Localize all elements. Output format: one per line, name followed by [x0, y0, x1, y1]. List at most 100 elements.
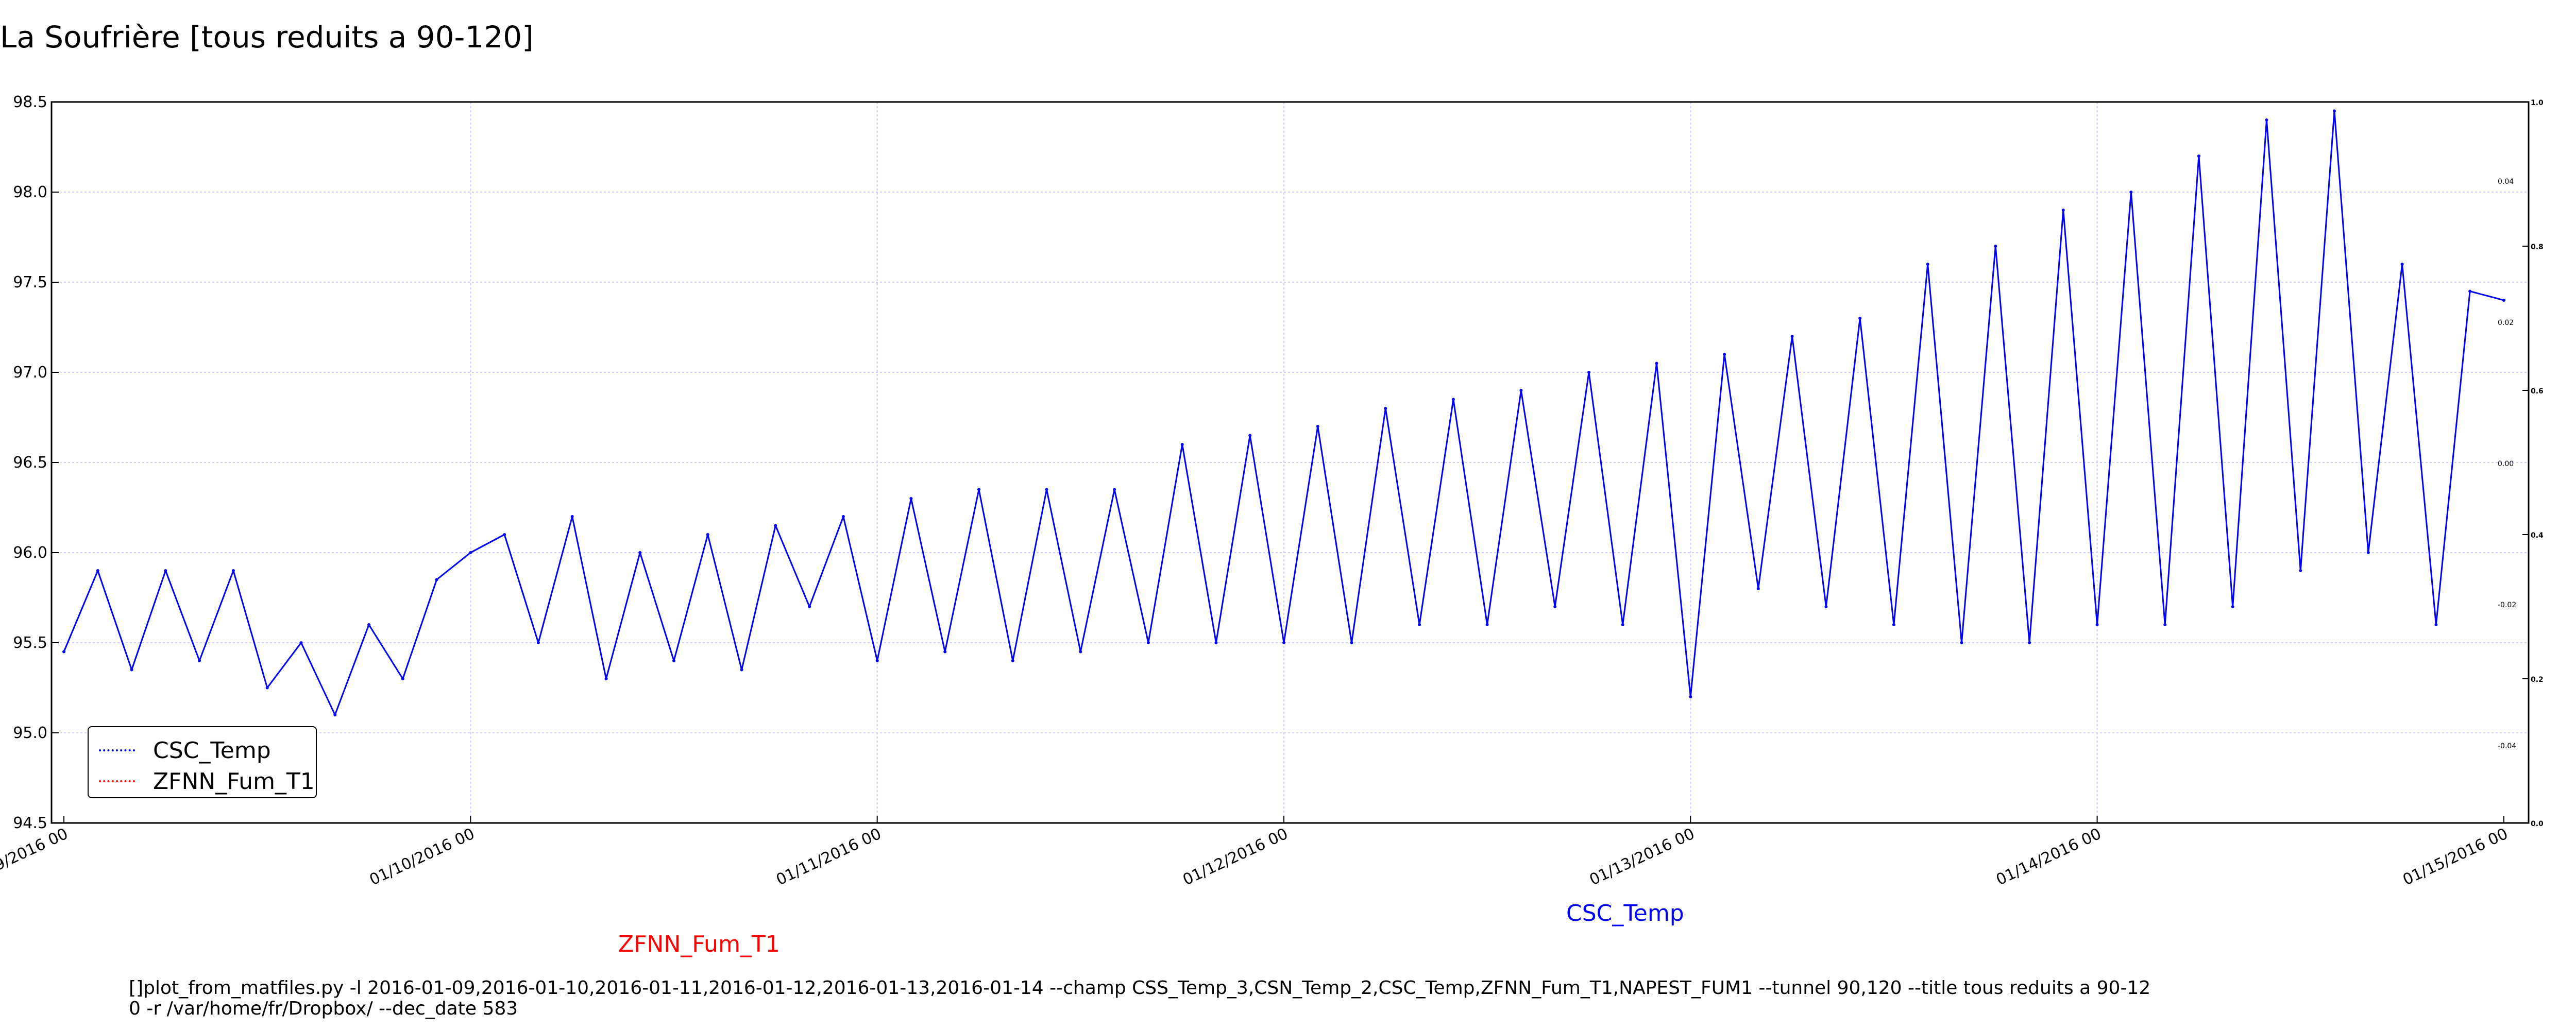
- series-csc-temp: [62, 109, 2505, 716]
- legend: CSC_Temp ZFNN_Fum_T1: [88, 726, 317, 798]
- legend-item-zfnn-fum-t1: ZFNN_Fum_T1: [99, 766, 315, 797]
- data-point: [1248, 434, 1252, 437]
- data-point: [1011, 659, 1014, 662]
- data-point: [299, 641, 303, 644]
- field-label-zfnn: ZFNN_Fum_T1: [618, 931, 780, 957]
- data-point: [672, 659, 675, 662]
- right-inner-tick-label: 0.02: [2498, 319, 2514, 327]
- data-point: [977, 488, 980, 491]
- data-point: [536, 641, 540, 644]
- x-tick-label: 01/10/2016 00: [367, 825, 478, 889]
- data-point: [2468, 289, 2472, 293]
- x-tick-label: 01/09/2016 00: [0, 825, 71, 889]
- data-point: [1282, 641, 1285, 644]
- data-point: [1892, 623, 1895, 626]
- y-tick-label: 97.0: [13, 364, 47, 382]
- data-point: [2129, 191, 2133, 194]
- data-point: [2333, 109, 2336, 113]
- data-point: [1858, 317, 1862, 320]
- right-tick-label: 1.0: [2531, 99, 2544, 107]
- data-point: [2366, 551, 2370, 554]
- right-inner-tick-label: -0.02: [2498, 601, 2516, 609]
- data-point: [774, 524, 777, 527]
- data-point: [1723, 353, 1726, 356]
- data-point: [1214, 641, 1218, 644]
- data-point: [333, 713, 337, 716]
- data-point: [1960, 641, 1963, 644]
- data-point: [638, 551, 642, 554]
- right-tick-label: 0.0: [2531, 820, 2544, 828]
- right-inner-tick-label: -0.04: [2498, 742, 2516, 750]
- data-point: [1045, 488, 1048, 491]
- y-tick-label: 95.5: [13, 634, 47, 652]
- x-axis: 01/09/2016 00 01/10/2016 00 01/11/2016 00 0…: [0, 816, 2511, 889]
- y-tick-label: 98.0: [13, 183, 47, 201]
- data-point: [435, 578, 438, 581]
- field-label-csc: CSC_Temp: [1566, 900, 1684, 926]
- data-point: [1485, 623, 1489, 626]
- data-point: [1790, 335, 1794, 338]
- data-point: [1316, 425, 1319, 428]
- data-point: [1384, 407, 1387, 410]
- data-point: [130, 668, 133, 672]
- y-tick-label: 96.0: [13, 544, 47, 562]
- legend-label: CSC_Temp: [153, 737, 271, 764]
- right-axis: 0.0 0.2 0.4 0.6 0.8 1.0 -0.04 -0.02 0.00 0.02 0.04: [2498, 99, 2544, 828]
- data-point: [2095, 623, 2099, 626]
- data-point: [2028, 641, 2031, 644]
- data-point: [1689, 695, 1692, 698]
- x-tick-label: 01/14/2016 00: [1993, 825, 2104, 889]
- data-point: [808, 605, 811, 608]
- data-point: [943, 650, 947, 654]
- data-point: [469, 551, 472, 554]
- y-tick-label: 98.5: [13, 93, 47, 111]
- data-point: [1350, 641, 1353, 644]
- data-point: [198, 659, 201, 662]
- data-point: [1824, 605, 1828, 608]
- data-point: [2231, 605, 2234, 608]
- data-point: [1587, 371, 1590, 374]
- command-line-2: 0 -r /var/home/fr/Dropbox/ --dec_date 58…: [129, 998, 518, 1019]
- y-tick-label: 94.5: [13, 814, 47, 832]
- y-tick-label: 95.0: [13, 724, 47, 742]
- y-tick-label: 96.5: [13, 454, 47, 472]
- data-point: [265, 686, 269, 690]
- data-point: [2434, 623, 2438, 626]
- right-inner-tick-label: 0.00: [2498, 460, 2514, 468]
- data-point: [604, 677, 608, 680]
- data-point: [231, 569, 235, 572]
- legend-swatch-red: [99, 780, 135, 782]
- grid-lines: [52, 102, 2529, 823]
- data-point: [2061, 209, 2065, 212]
- right-tick-label: 0.4: [2531, 531, 2544, 540]
- data-point: [401, 677, 404, 680]
- y-tick-label: 97.5: [13, 273, 47, 291]
- right-tick-label: 0.6: [2531, 387, 2544, 396]
- data-point: [1079, 650, 1082, 654]
- data-point: [1553, 605, 1557, 608]
- data-point: [503, 533, 506, 536]
- data-point: [1756, 587, 1760, 590]
- data-point: [62, 650, 65, 654]
- data-point: [164, 569, 167, 572]
- right-tick-label: 0.2: [2531, 676, 2544, 684]
- data-point: [570, 515, 574, 518]
- series-layer: [62, 109, 2505, 716]
- legend-item-csc-temp: CSC_Temp: [99, 735, 271, 766]
- data-point: [2265, 118, 2268, 122]
- data-point: [1519, 389, 1523, 392]
- data-point: [909, 497, 913, 500]
- data-point: [1113, 488, 1116, 491]
- data-point: [1621, 623, 1624, 626]
- data-point: [841, 515, 845, 518]
- data-point: [2299, 569, 2302, 572]
- x-tick-label: 01/11/2016 00: [773, 825, 884, 889]
- data-point: [2400, 263, 2404, 266]
- data-point: [1146, 641, 1150, 644]
- data-point: [96, 569, 99, 572]
- right-inner-tick-label: 0.04: [2498, 178, 2514, 186]
- data-point: [875, 659, 879, 662]
- data-point: [1180, 443, 1184, 446]
- data-point: [1926, 263, 1929, 266]
